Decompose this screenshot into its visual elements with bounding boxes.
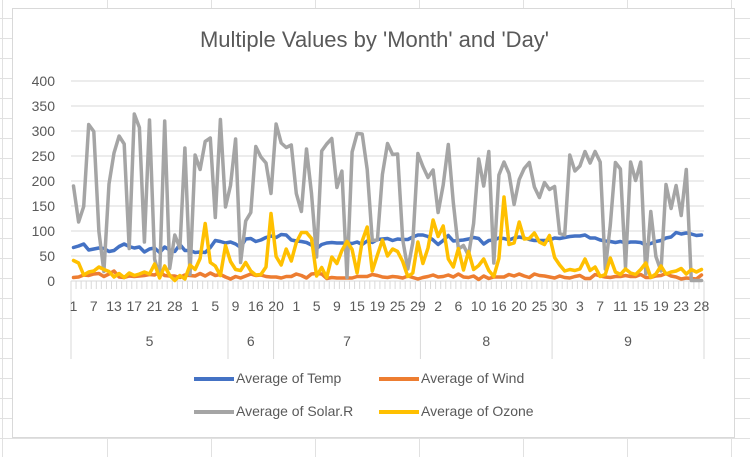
x-day-label: 2: [434, 298, 442, 314]
legend-label-temp: Average of Temp: [236, 370, 342, 386]
x-day-label: 28: [167, 298, 183, 314]
x-day-label: 29: [410, 298, 426, 314]
y-tick-label: 200: [32, 173, 56, 189]
y-tick-label: 150: [32, 198, 56, 214]
sheet-column-line: [2, 0, 3, 457]
month-label: 8: [482, 333, 490, 349]
series-line-2: [71, 112, 704, 283]
month-label: 7: [343, 333, 351, 349]
x-day-label: 15: [349, 298, 365, 314]
y-tick-label: 400: [32, 73, 56, 89]
month-label: 6: [247, 333, 255, 349]
x-day-label: 15: [633, 298, 649, 314]
legend-label-ozone: Average of Ozone: [421, 403, 534, 419]
x-day-label: 19: [370, 298, 386, 314]
sheet-row-line: [0, 438, 750, 439]
legend-item-ozone[interactable]: Average of Ozone: [379, 403, 534, 419]
y-tick-label: 0: [47, 273, 55, 289]
chart-container[interactable]: Multiple Values by 'Month' and 'Day' 0 50…: [12, 8, 735, 438]
x-day-label: 1: [292, 298, 300, 314]
x-day-label: 7: [596, 298, 604, 314]
x-day-label: 3: [576, 298, 584, 314]
series-line-3: [71, 195, 704, 283]
x-day-label: 20: [268, 298, 284, 314]
legend-item-solar[interactable]: Average of Solar.R: [194, 403, 353, 419]
x-day-label: 10: [471, 298, 487, 314]
x-day-label: 30: [552, 298, 568, 314]
legend-swatch-temp: [194, 377, 234, 382]
x-day-label: 9: [232, 298, 240, 314]
y-tick-label: 250: [32, 148, 56, 164]
x-day-label: 28: [694, 298, 710, 314]
x-day-label: 1: [191, 298, 199, 314]
x-day-label: 19: [653, 298, 669, 314]
x-day-label: 25: [390, 298, 406, 314]
month-label: 9: [624, 333, 632, 349]
legend-swatch-wind: [379, 377, 419, 382]
x-day-label: 9: [333, 298, 341, 314]
x-day-label: 17: [127, 298, 143, 314]
y-tick-label: 300: [32, 123, 56, 139]
legend-item-temp[interactable]: Average of Temp: [194, 370, 341, 386]
x-day-label: 11: [613, 298, 628, 314]
legend-label-solar: Average of Solar.R: [236, 403, 354, 419]
y-tick-label: 350: [32, 98, 56, 114]
x-day-label: 6: [454, 298, 462, 314]
y-tick-label: 50: [39, 248, 55, 264]
legend-swatch-solar: [194, 410, 234, 415]
x-day-label: 20: [511, 298, 527, 314]
x-day-label: 13: [106, 298, 122, 314]
y-tick-label: 100: [32, 223, 56, 239]
x-day-label: 16: [491, 298, 507, 314]
x-day-label: 25: [532, 298, 548, 314]
x-day-label: 5: [211, 298, 219, 314]
x-day-label: 21: [147, 298, 163, 314]
legend-swatch-ozone: [379, 410, 419, 415]
legend-label-wind: Average of Wind: [421, 370, 525, 386]
x-day-label: 23: [673, 298, 689, 314]
x-day-label: 1: [70, 298, 78, 314]
month-label: 5: [146, 333, 154, 349]
x-day-label: 16: [248, 298, 264, 314]
legend-item-wind[interactable]: Average of Wind: [379, 370, 524, 386]
x-day-label: 7: [90, 298, 98, 314]
chart-title: Multiple Values by 'Month' and 'Day': [199, 27, 549, 52]
x-day-label: 5: [313, 298, 321, 314]
